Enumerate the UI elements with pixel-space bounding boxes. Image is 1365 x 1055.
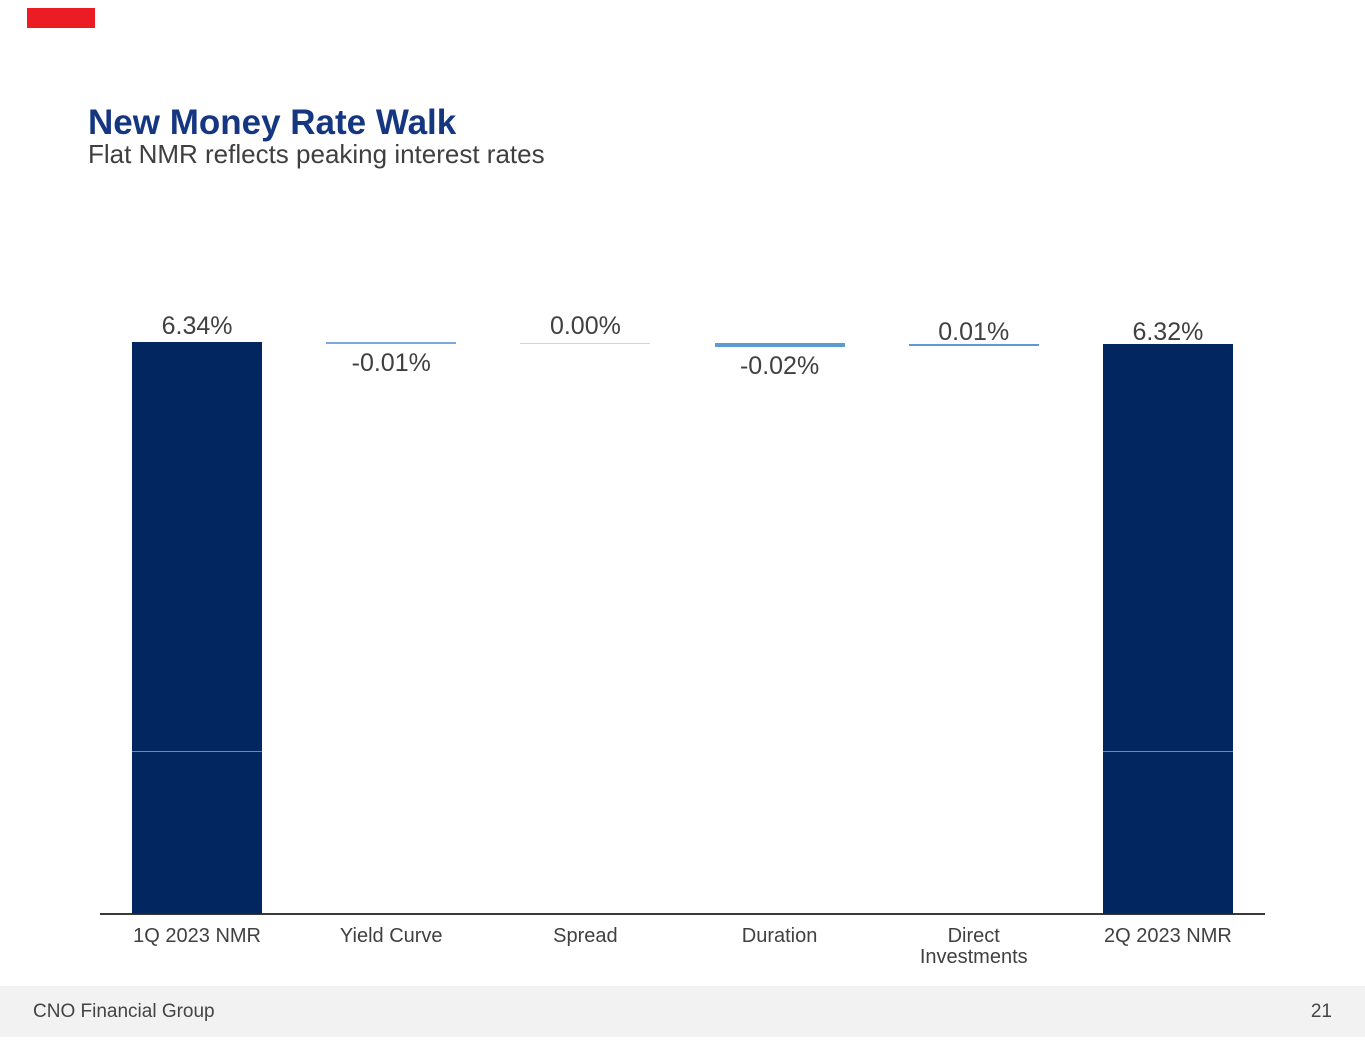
value-label: 0.00% <box>549 312 621 341</box>
page-subtitle: Flat NMR reflects peaking interest rates <box>88 139 545 169</box>
red-accent-mark <box>27 8 95 28</box>
waterfall-connector <box>326 342 457 345</box>
x-axis-line <box>100 913 1265 915</box>
waterfall-connector <box>520 343 651 345</box>
value-label: 0.01% <box>938 317 1010 346</box>
value-label: 6.32% <box>1132 317 1204 346</box>
value-label: 6.34% <box>161 312 233 341</box>
category-label: Yield Curve <box>339 925 443 947</box>
category-label: 2Q 2023 NMR <box>1103 925 1232 947</box>
footer-page-number: 21 <box>1310 1000 1332 1022</box>
category-label: Duration <box>741 925 818 947</box>
bar-segment-divider <box>132 750 263 752</box>
value-label: -0.02% <box>739 352 820 381</box>
value-label: -0.01% <box>351 349 431 378</box>
waterfall-connector <box>908 343 1039 346</box>
waterfall-connector <box>714 343 845 348</box>
footer-company-label: CNO Financial Group <box>33 1000 215 1022</box>
footer-bar: CNO Financial Group 21 <box>0 986 1365 1037</box>
page-title: New Money Rate Walk <box>88 103 457 143</box>
category-label: Spread <box>553 925 618 947</box>
waterfall-bar <box>132 342 263 914</box>
category-label: 1Q 2023 NMR <box>133 925 261 947</box>
bar-segment-divider <box>1102 750 1233 752</box>
category-label: Direct Investments <box>919 925 1028 968</box>
waterfall-bar <box>1102 343 1233 914</box>
